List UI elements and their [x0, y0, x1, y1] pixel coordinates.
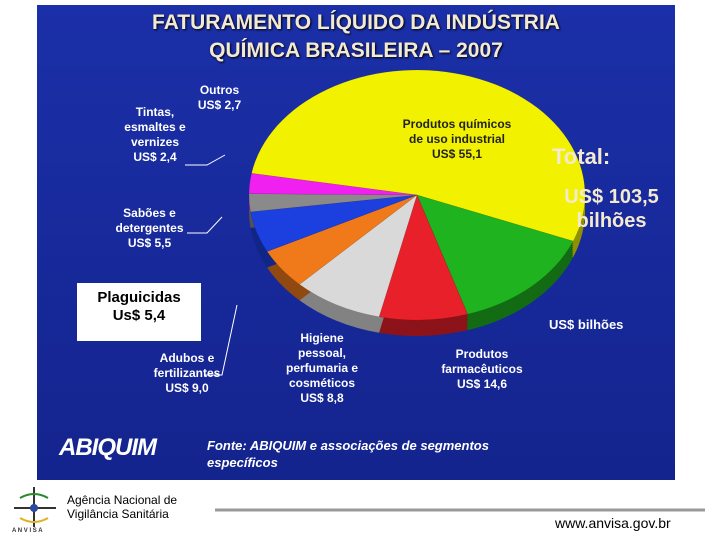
category-name: Tintas, esmaltes e vernizes [124, 105, 186, 149]
slide: FATURAMENTO LÍQUIDO DA INDÚSTRIA QUÍMICA… [37, 5, 675, 480]
pie-chart [185, 69, 586, 376]
value-label: US$ 8,8 [300, 391, 344, 405]
anvisa-logo [14, 487, 56, 527]
slice-label: Tintas, esmaltes e vernizes US$ 2,4 [115, 105, 195, 165]
source: Fonte: ABIQUIM e associações de segmento… [207, 438, 489, 470]
slice [299, 194, 418, 318]
total-label: Total: [552, 144, 611, 169]
value-label: US$ 55,1 [431, 147, 483, 161]
leader [187, 216, 223, 234]
value-label: US$ 5,5 [127, 236, 172, 250]
slice-label: Adubos e fertilizantes US$ 9,0 [142, 351, 232, 396]
unit-label: US$ bilhões [549, 317, 624, 332]
slice-label: Produtos farmacêuticos US$ 14,6 [437, 347, 527, 392]
anvisa-acronym: A N V I S A [12, 528, 43, 534]
slice-label: Higiene pessoal, perfumaria e cosméticos… [277, 331, 367, 406]
url: www.anvisa.gov.br [555, 515, 671, 531]
leader [185, 154, 226, 166]
slice [251, 69, 586, 242]
logo: ABIQUIM [59, 434, 157, 461]
category-name: Plaguicidas [97, 289, 181, 306]
leader-lines [185, 154, 238, 376]
value-label: US$ 2,7 [197, 98, 242, 112]
slice-label: Sabões e detergentes US$ 5,5 [107, 206, 192, 251]
slice [248, 173, 418, 196]
slice [250, 194, 418, 252]
slice-label: Plaguicidas Us$ 5,4 [77, 283, 201, 341]
category-name: Adubos e fertilizantes [153, 351, 221, 380]
value-label: Us$ 5,4 [112, 307, 166, 324]
category-name: Produtos químicos de uso industrial [402, 117, 512, 146]
value-label: US$ 2,4 [133, 150, 177, 164]
chart-title: FATURAMENTO LÍQUIDO DA INDÚSTRIA QUÍMICA… [152, 11, 560, 62]
slice-label: Produtos químicos de uso industrial US$ 5… [397, 117, 517, 162]
agency-name: Agência Nacional de Vigilância Sanitária [67, 493, 178, 521]
value-label: US$ 14,6 [456, 377, 508, 391]
slice [248, 193, 418, 213]
total-text: US$ 103,5 bilhões [564, 186, 659, 232]
value-label: US$ 9,0 [165, 381, 209, 395]
slice [378, 194, 469, 321]
category-name: Produtos farmacêuticos [441, 347, 523, 376]
category-name: Sabões e detergentes [115, 206, 184, 235]
leader [205, 304, 238, 376]
slice-label: Outros US$ 2,7 [192, 83, 247, 113]
slice [266, 194, 418, 285]
slice [416, 194, 574, 315]
category-name: Outros [199, 83, 240, 97]
category-name: Higiene pessoal, perfumaria e cosméticos [285, 331, 359, 390]
